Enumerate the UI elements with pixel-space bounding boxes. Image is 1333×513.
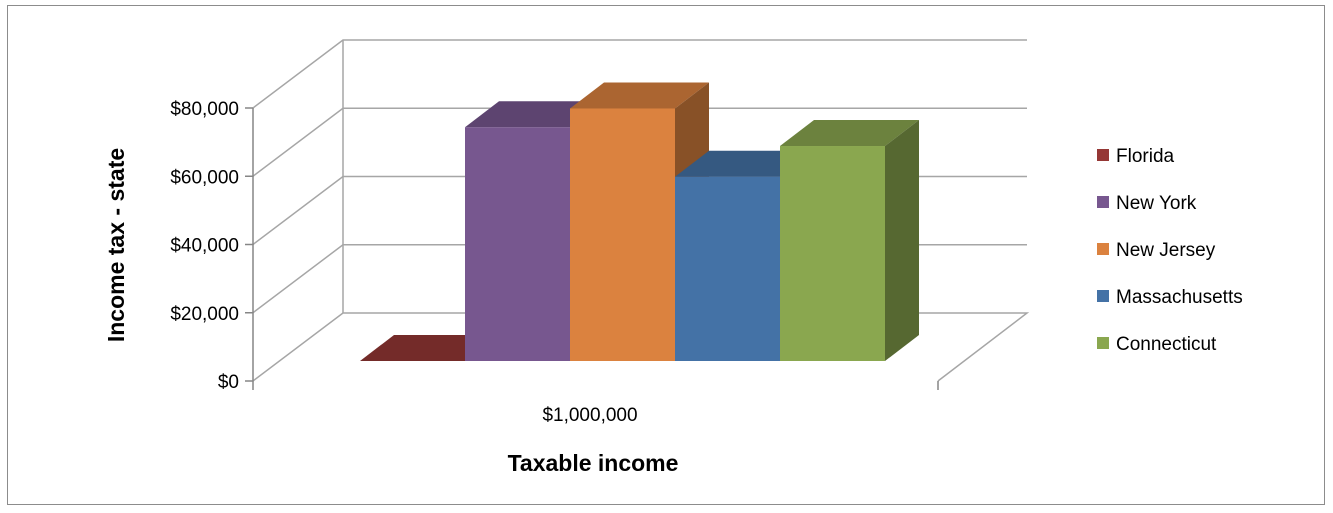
y-axis-tick-labels: $0 $20,000 $40,000 $60,000 $80,000 [170, 99, 239, 393]
bar-top [360, 335, 499, 361]
legend: Florida New York New Jersey Massachusetts Co… [1097, 146, 1243, 355]
legend-item-massachusetts: Massachusetts [1097, 287, 1243, 308]
y-tick-label-0: $0 [218, 372, 239, 393]
y-axis-title: Income tax - state [103, 148, 129, 342]
gridline [252, 107, 1027, 177]
legend-label: New York [1116, 193, 1197, 214]
legend-item-connecticut: Connecticut [1097, 334, 1217, 355]
bar-top [780, 120, 919, 147]
y-tick-label-3: $60,000 [170, 167, 239, 188]
legend-label: Connecticut [1116, 334, 1217, 355]
legend-label: New Jersey [1116, 240, 1216, 261]
bar-front [465, 127, 570, 362]
legend-label: Massachusetts [1116, 287, 1243, 308]
bar-florida [360, 335, 499, 361]
y-tick-label-4: $80,000 [170, 99, 239, 120]
legend-item-florida: Florida [1097, 146, 1175, 167]
legend-item-new-york: New York [1097, 193, 1197, 214]
legend-item-new-jersey: New Jersey [1097, 240, 1216, 261]
axes [245, 107, 939, 390]
y-tick-label-2: $40,000 [170, 236, 239, 257]
bar-front [570, 108, 675, 361]
y-tick-label-1: $20,000 [170, 304, 239, 325]
bar-top [675, 150, 814, 177]
legend-label: Florida [1116, 146, 1175, 167]
bar-front [675, 176, 780, 361]
bar-side [885, 120, 919, 361]
bar-top [570, 82, 709, 109]
legend-swatch [1097, 149, 1109, 161]
legend-swatch [1097, 290, 1109, 302]
bar-top [465, 101, 604, 128]
bar-front [780, 146, 885, 361]
legend-swatch [1097, 196, 1109, 208]
legend-swatch [1097, 337, 1109, 349]
bars [360, 82, 919, 362]
x-tick-label-0: $1,000,000 [542, 405, 637, 426]
legend-swatch [1097, 243, 1109, 255]
bar-connecticut [780, 120, 919, 361]
x-axis-title: Taxable income [508, 450, 679, 476]
